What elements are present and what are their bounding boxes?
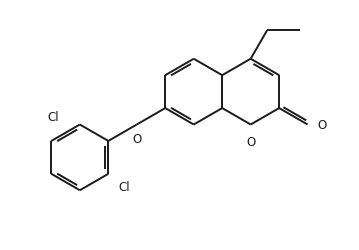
Text: O: O xyxy=(317,118,326,132)
Text: O: O xyxy=(246,135,255,148)
Text: Cl: Cl xyxy=(48,110,59,123)
Text: Cl: Cl xyxy=(118,180,130,193)
Text: O: O xyxy=(132,132,141,145)
